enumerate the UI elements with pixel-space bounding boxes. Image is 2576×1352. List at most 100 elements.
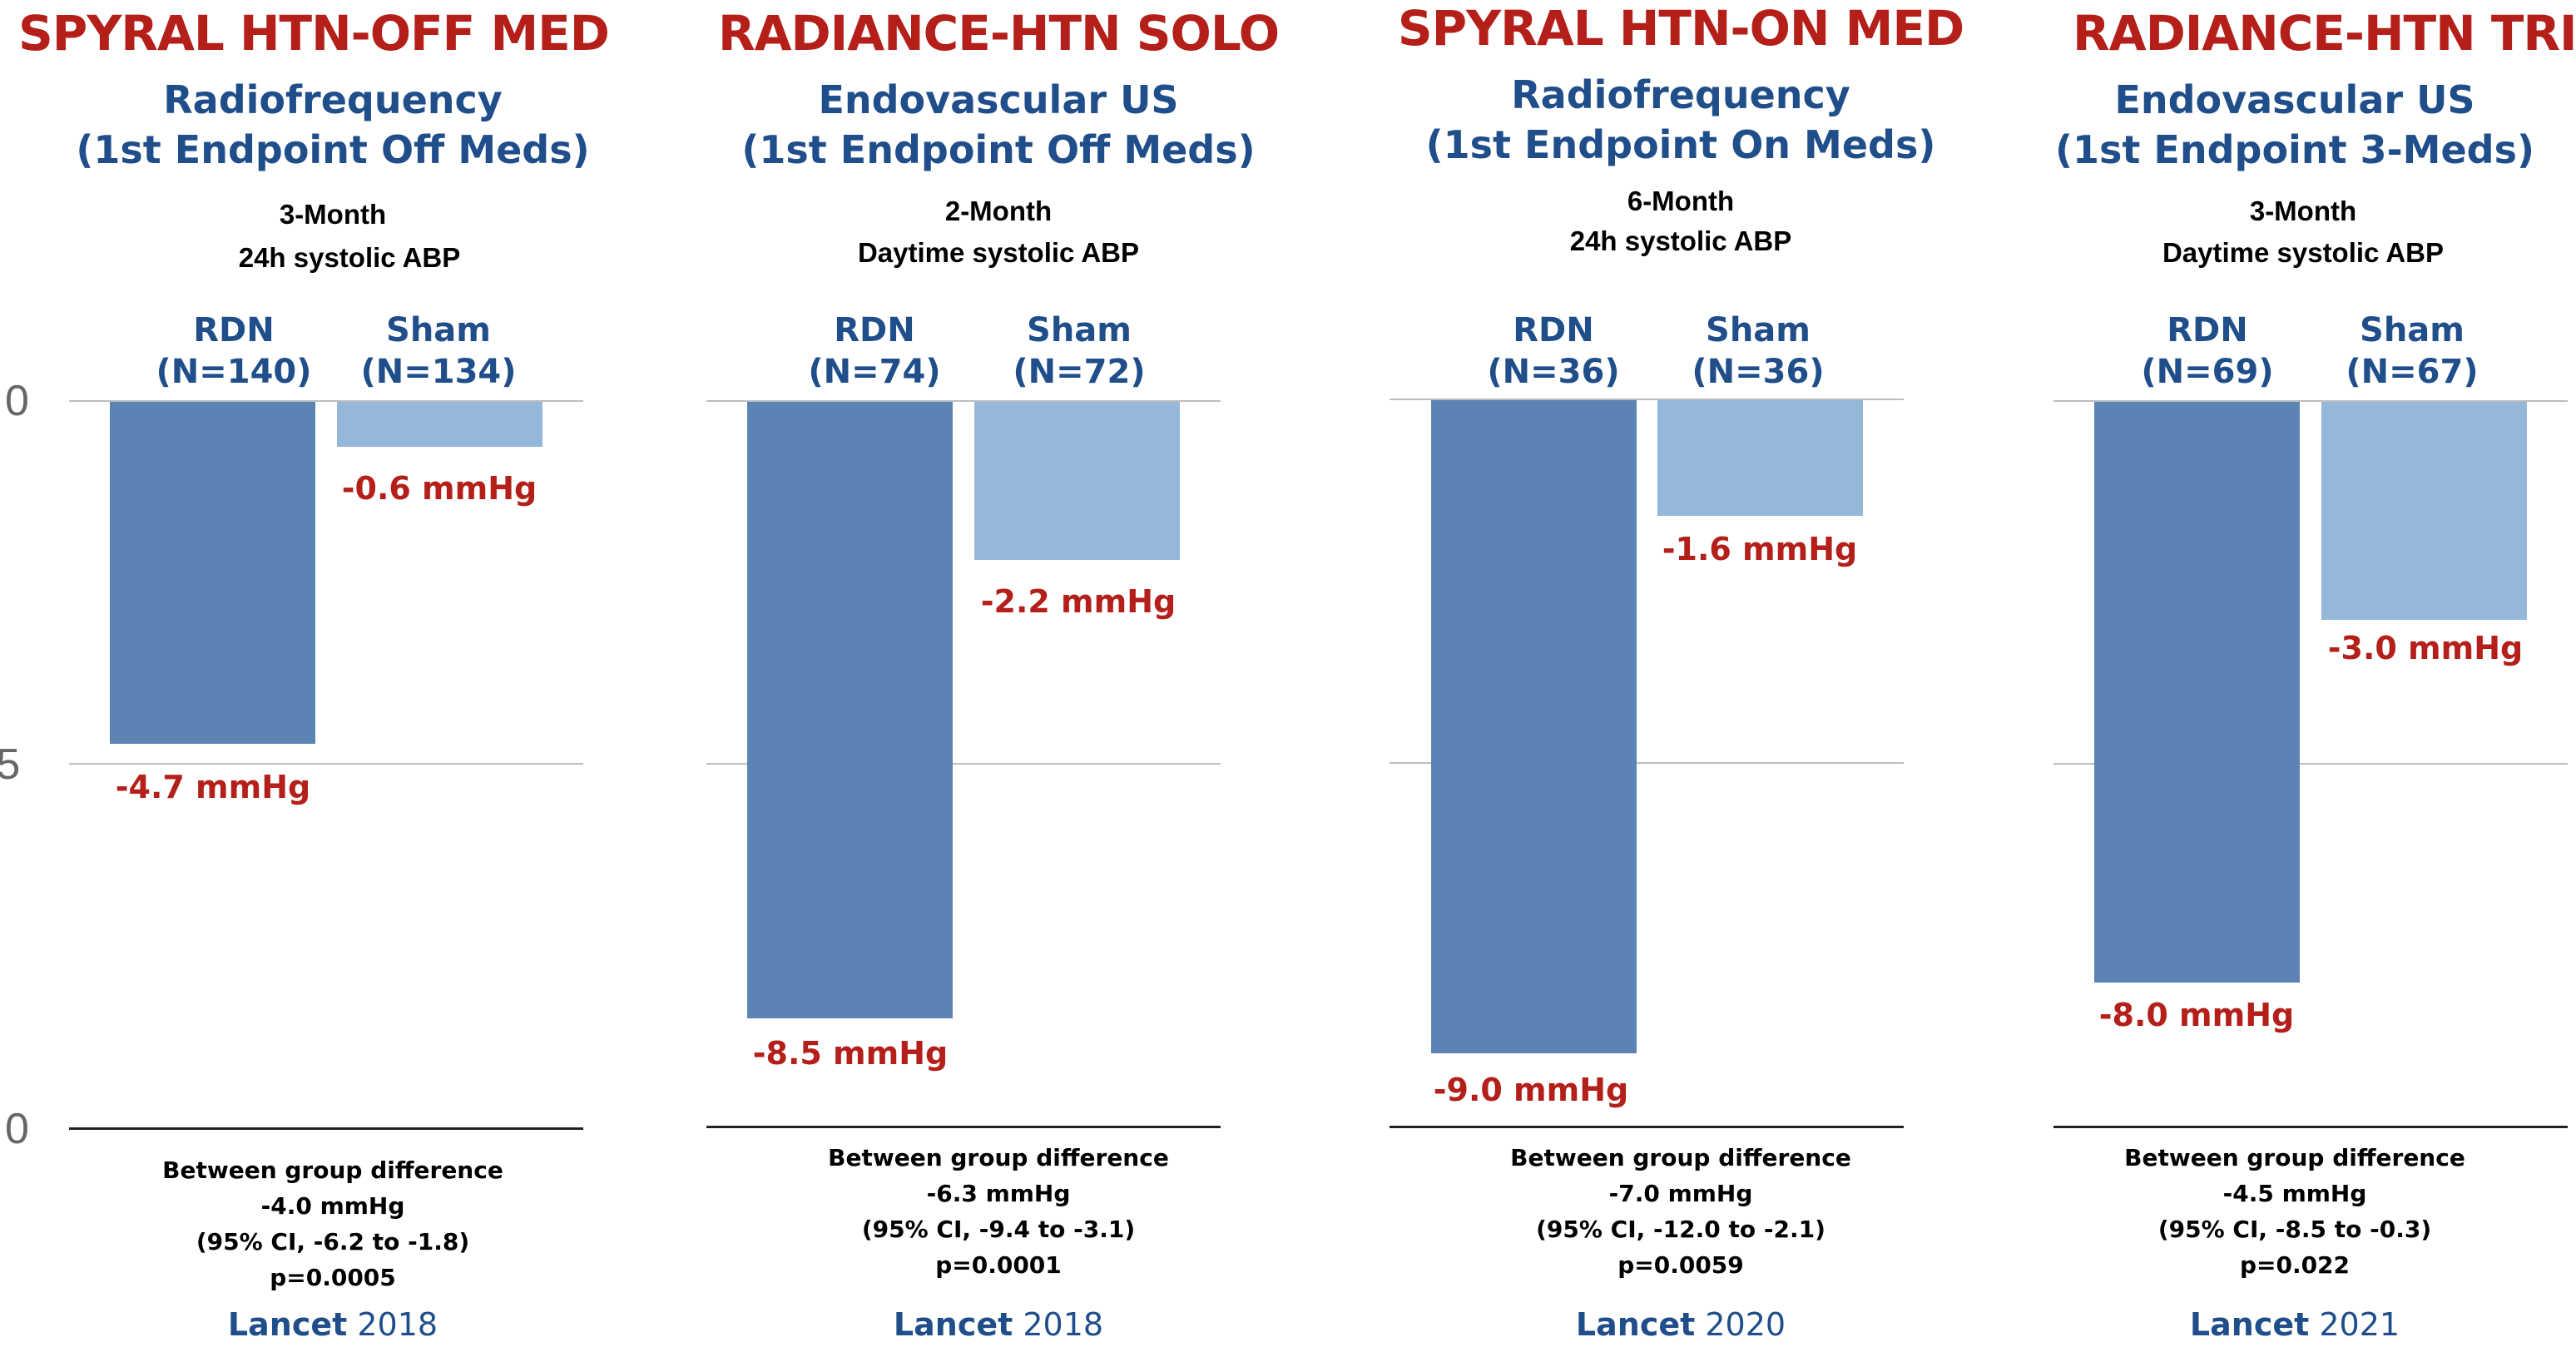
trial-title: SPYRAL HTN-OFF MED — [18, 5, 610, 62]
trial-title: RADIANCE-HTN TRIO — [2073, 5, 2576, 62]
stats-block: Between group difference -4.5 mmHg (95% … — [2014, 1140, 2576, 1283]
rdn-group-label: RDN (N=69) — [2103, 310, 2311, 393]
journal-name: Lancet — [893, 1306, 1013, 1343]
rdn-bar — [1431, 400, 1637, 1053]
trial-title: RADIANCE-HTN SOLO — [717, 5, 1280, 62]
publication-year: 2018 — [1023, 1306, 1104, 1343]
stats-difference: -4.5 mmHg — [2222, 1180, 2367, 1207]
endpoint-label: (1st Endpoint Off Meds) — [76, 127, 590, 172]
timepoint-label: 3-Month — [2249, 196, 2357, 226]
stats-ci: (95% CI, -9.4 to -3.1) — [861, 1216, 1136, 1243]
stats-p-value: p=0.0005 — [270, 1264, 396, 1291]
timepoint-label: 3-Month — [279, 199, 387, 230]
y-tick-0: 0 — [5, 377, 29, 425]
stats-p-value: p=0.0059 — [1617, 1251, 1744, 1279]
endpoint-label: (1st Endpoint Off Meds) — [741, 127, 1256, 172]
gridline-minus-5 — [2053, 763, 2568, 765]
stats-p-value: p=0.022 — [2239, 1251, 2351, 1279]
sham-label: Sham — [1027, 311, 1132, 349]
rdn-label: RDN — [834, 311, 915, 349]
stats-ci: (95% CI, -12.0 to -2.1) — [1536, 1216, 1825, 1243]
stats-difference: -4.0 mmHg — [260, 1192, 405, 1220]
rdn-value-label: -9.0 mmHg — [1433, 1072, 1629, 1108]
sham-bar — [337, 402, 542, 447]
sham-group-label: Sham (N=134) — [334, 310, 542, 393]
measure-label: Daytime systolic ABP — [2162, 237, 2445, 268]
x-axis-line — [1390, 1126, 1904, 1128]
sham-bar — [1657, 400, 1863, 516]
stats-difference: -6.3 mmHg — [926, 1180, 1071, 1207]
sham-bar — [2321, 402, 2527, 620]
gridline-0 — [2053, 400, 2568, 402]
sham-value-label: -1.6 mmHg — [1662, 531, 1858, 567]
stats-block: Between group difference -7.0 mmHg (95% … — [1348, 1140, 2014, 1283]
rdn-n: (N=74) — [808, 353, 941, 391]
stats-block: Between group difference -4.0 mmHg (95% … — [0, 1152, 666, 1295]
rdn-group-label: RDN (N=74) — [770, 310, 978, 393]
gridline-0 — [1390, 399, 1904, 400]
rdn-bar — [747, 402, 953, 1018]
y-tick-minus-5: -5 — [0, 740, 21, 789]
endpoint-label: (1st Endpoint 3-Meds) — [2055, 127, 2534, 172]
journal-name: Lancet — [2189, 1306, 2310, 1343]
sham-value-label: -0.6 mmHg — [341, 470, 537, 507]
journal-name: Lancet — [227, 1306, 348, 1343]
technology-label: Endovascular US — [2114, 77, 2475, 122]
x-axis-line — [706, 1126, 1221, 1128]
sham-n: (N=72) — [1013, 353, 1146, 391]
rdn-value-label: -8.0 mmHg — [2098, 997, 2295, 1033]
stats-p-value: p=0.0001 — [935, 1251, 1062, 1279]
citation: Lancet 2020 — [1348, 1306, 2014, 1343]
sham-bar — [974, 402, 1180, 560]
panel-radiance-htn-solo: RADIANCE-HTN SOLO Endovascular US (1st E… — [666, 0, 1331, 1352]
gridline-0 — [706, 400, 1221, 402]
stats-block: Between group difference -6.3 mmHg (95% … — [666, 1140, 1331, 1283]
rdn-value-label: -8.5 mmHg — [752, 1035, 949, 1072]
citation: Lancet 2021 — [2014, 1306, 2576, 1343]
y-tick-minus-10: 0 — [5, 1105, 29, 1153]
panel-spyral-htn-off-med: SPYRAL HTN-OFF MED Radiofrequency (1st E… — [0, 0, 666, 1352]
panel-spyral-htn-on-med: SPYRAL HTN-ON MED Radiofrequency (1st En… — [1348, 0, 2014, 1352]
rdn-label: RDN — [1513, 311, 1594, 349]
sham-label: Sham — [386, 311, 491, 349]
sham-label: Sham — [2360, 311, 2465, 349]
gridline-minus-5 — [1390, 762, 1904, 764]
rdn-group-label: RDN (N=36) — [1449, 310, 1657, 393]
citation: Lancet 2018 — [0, 1306, 666, 1343]
publication-year: 2018 — [357, 1306, 438, 1343]
publication-year: 2021 — [2319, 1306, 2400, 1343]
technology-label: Radiofrequency — [163, 77, 503, 122]
trial-title: SPYRAL HTN-ON MED — [1397, 0, 1964, 57]
sham-group-label: Sham (N=36) — [1654, 310, 1862, 393]
stats-heading: Between group difference — [162, 1156, 503, 1184]
stats-ci: (95% CI, -6.2 to -1.8) — [196, 1228, 470, 1255]
rdn-group-label: RDN (N=140) — [130, 310, 338, 393]
endpoint-label: (1st Endpoint On Meds) — [1425, 122, 1936, 167]
rdn-n: (N=140) — [156, 353, 312, 391]
timepoint-label: 6-Month — [1627, 186, 1735, 216]
stats-heading: Between group difference — [828, 1144, 1169, 1171]
sham-label: Sham — [1706, 311, 1811, 349]
measure-label: Daytime systolic ABP — [857, 237, 1140, 268]
gridline-minus-5 — [69, 763, 583, 765]
measure-label: 24h systolic ABP — [238, 242, 461, 273]
rdn-label: RDN — [2167, 311, 2248, 349]
sham-value-label: -2.2 mmHg — [980, 583, 1177, 620]
sham-group-label: Sham (N=67) — [2308, 310, 2516, 393]
sham-n: (N=134) — [360, 353, 517, 391]
sham-n: (N=67) — [2346, 353, 2479, 391]
gridline-0 — [69, 400, 583, 402]
rdn-n: (N=69) — [2141, 353, 2274, 391]
technology-label: Radiofrequency — [1511, 72, 1850, 117]
timepoint-label: 2-Month — [944, 196, 1053, 226]
rdn-value-label: -4.7 mmHg — [115, 769, 311, 805]
publication-year: 2020 — [1705, 1306, 1786, 1343]
x-axis-line — [69, 1127, 583, 1130]
sham-group-label: Sham (N=72) — [975, 310, 1183, 393]
citation: Lancet 2018 — [666, 1306, 1331, 1343]
rdn-bar — [2094, 402, 2300, 983]
technology-label: Endovascular US — [818, 77, 1179, 122]
rdn-label: RDN — [193, 311, 275, 349]
rdn-bar — [110, 402, 315, 744]
measure-label: 24h systolic ABP — [1569, 225, 1792, 256]
